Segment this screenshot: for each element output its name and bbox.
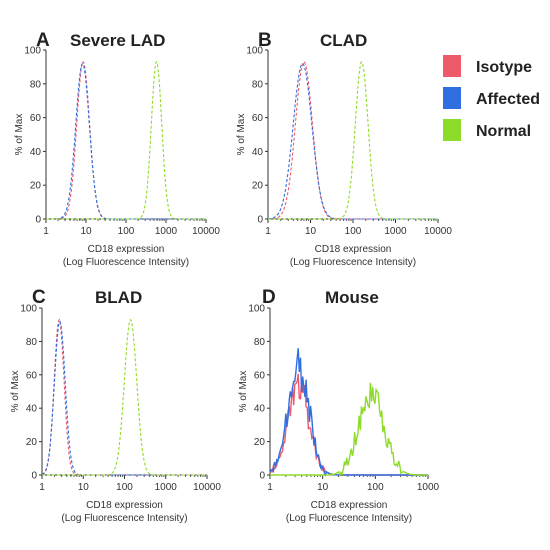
y-tick-label: 100 [248,304,265,315]
x-tick-label: 10 [80,226,92,237]
y-tick-label: 80 [254,337,266,348]
y-tick-label: 20 [30,181,42,192]
x-tick-label: 1000 [384,226,407,237]
series-normal-curve [46,60,206,220]
x-axis-label: CD18 expression [311,500,388,511]
x-tick-label: 100 [116,482,133,493]
y-axis-label: % of Max [10,371,21,413]
panel-letter: A [36,30,50,51]
series-affected-curve [46,62,206,220]
y-tick-label: 0 [257,215,263,226]
x-tick-label: 1 [43,226,49,237]
y-axis-label: % of Max [238,371,249,413]
y-tick-label: 20 [252,181,264,192]
x-tick-label: 100 [367,482,384,493]
series-isotype-curve [268,61,438,220]
series-isotype-curve [46,60,206,220]
y-tick-label: 100 [20,304,37,315]
y-tick-label: 60 [26,370,38,381]
legend-swatch [443,55,461,77]
y-tick-label: 80 [30,79,42,90]
legend-label: Normal [476,123,531,140]
panel-b: B CLAD 0 20 40 60 80 100 1 10 100 1000 10000 CD18 exp… [236,30,452,268]
legend-label: Isotype [476,59,532,76]
x-tick-label: 10000 [424,226,452,237]
x-tick-label: 100 [345,226,362,237]
series-affected-curve [41,320,207,476]
legend-item-normal: Normal [443,119,531,141]
x-tick-label: 10000 [193,482,221,493]
y-tick-label: 40 [254,404,266,415]
y-tick-label: 0 [31,471,37,482]
panel-letter: B [258,30,272,51]
x-axis-sublabel: (Log Fluorescence Intensity) [290,257,416,268]
series-affected-curve [268,62,438,220]
y-tick-label: 0 [259,471,265,482]
y-tick-label: 60 [254,370,266,381]
series-isotype-curve [41,318,207,476]
y-tick-label: 80 [26,337,38,348]
panel-c: C BLAD 0 20 40 60 80 100 1 10 100 1000 10000 CD18 exp… [10,287,221,524]
x-tick-label: 1 [39,482,45,493]
x-axis-sublabel: (Log Fluorescence Intensity) [61,513,187,524]
x-axis-sublabel: (Log Fluorescence Intensity) [286,513,412,524]
legend-swatch [443,119,461,141]
x-tick-label: 10000 [192,226,220,237]
x-tick-label: 100 [118,226,135,237]
x-tick-label: 10 [317,482,329,493]
y-tick-label: 100 [24,46,41,57]
series-affected-curve [269,348,428,478]
x-axis-label: CD18 expression [86,500,163,511]
x-axis-label: CD18 expression [88,244,165,255]
x-tick-label: 1000 [155,482,178,493]
panel-title: CLAD [320,31,367,50]
panel-letter: D [262,287,276,308]
panel-title: Severe LAD [70,31,165,50]
x-tick-label: 1 [265,226,271,237]
y-axis-label: % of Max [14,114,25,156]
y-tick-label: 40 [30,147,42,158]
legend-label: Affected [476,91,540,108]
y-tick-label: 60 [30,113,42,124]
legend-item-affected: Affected [443,87,540,109]
legend: Isotype Affected Normal [443,55,540,141]
legend-swatch [443,87,461,109]
x-axis-sublabel: (Log Fluorescence Intensity) [63,257,189,268]
x-tick-label: 1 [267,482,273,493]
panel-a: A Severe LAD 0 20 40 60 80 100 1 10 100 1000 10000 CD… [14,30,220,268]
panel-title: Mouse [325,288,379,307]
series-normal-curve [42,318,207,476]
y-tick-label: 20 [254,437,266,448]
y-tick-label: 60 [252,113,264,124]
y-tick-label: 100 [246,46,263,57]
x-tick-label: 1000 [155,226,178,237]
y-tick-label: 40 [26,404,38,415]
y-tick-label: 0 [35,215,41,226]
x-tick-label: 10 [305,226,317,237]
panel-d: D Mouse 0 20 40 60 80 100 1 10 100 1000 CD18 express… [238,287,440,524]
x-axis-label: CD18 expression [315,244,392,255]
series-normal-curve [270,382,428,477]
panel-title: BLAD [95,288,142,307]
y-axis-label: % of Max [236,114,247,156]
x-tick-label: 10 [78,482,90,493]
y-tick-label: 80 [252,79,264,90]
y-tick-label: 40 [252,147,264,158]
series-normal-curve [268,61,438,220]
panel-letter: C [32,287,46,308]
x-tick-label: 1000 [417,482,440,493]
y-tick-label: 20 [26,437,38,448]
legend-item-isotype: Isotype [443,55,532,77]
